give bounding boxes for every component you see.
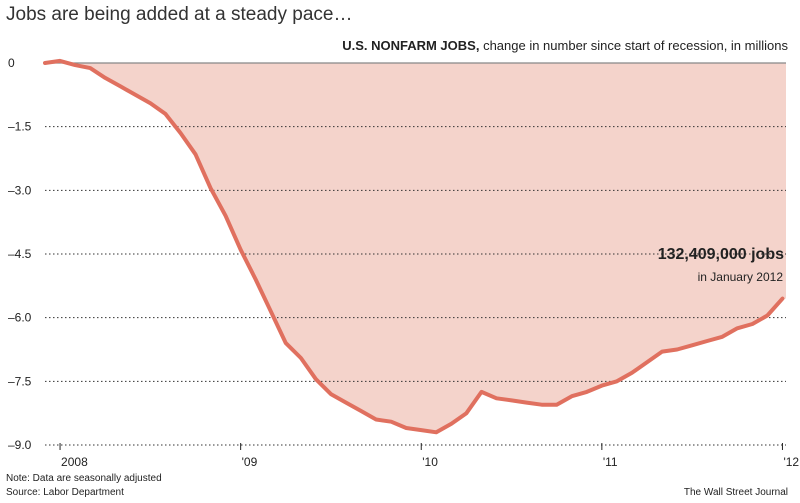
series-line <box>43 58 785 435</box>
x-tick-label: '12 <box>783 455 799 469</box>
y-tick-label: –6.0 <box>8 311 32 325</box>
footnote: Note: Data are seasonally adjusted <box>6 473 162 484</box>
y-tick-label: –3.0 <box>8 183 32 197</box>
headline: Jobs are being added at a steady pace… <box>6 4 353 25</box>
y-tick-label: –1.5 <box>8 120 32 134</box>
source-note: Source: Labor Department <box>6 487 124 498</box>
y-tick-label: 0 <box>8 56 15 70</box>
x-tick-label: '10 <box>422 455 438 469</box>
chart-subhead: U.S. NONFARM JOBS, change in number sinc… <box>342 38 788 53</box>
x-tick-label: 2008 <box>61 455 88 469</box>
chart-subhead-bold: U.S. NONFARM JOBS, <box>342 38 480 53</box>
y-tick-label: –7.5 <box>8 374 32 388</box>
y-tick-label: –4.5 <box>8 247 32 261</box>
publisher-credit: The Wall Street Journal <box>683 487 788 498</box>
y-tick-label: –9.0 <box>8 438 32 452</box>
area-fill <box>45 60 786 433</box>
x-tick-label: '09 <box>242 455 258 469</box>
callout-value: 132,409,000 jobs <box>657 246 784 263</box>
x-tick-label: '11 <box>603 455 618 469</box>
chart-subhead-rest: change in number since start of recessio… <box>479 38 788 53</box>
callout-date: in January 2012 <box>697 270 783 284</box>
